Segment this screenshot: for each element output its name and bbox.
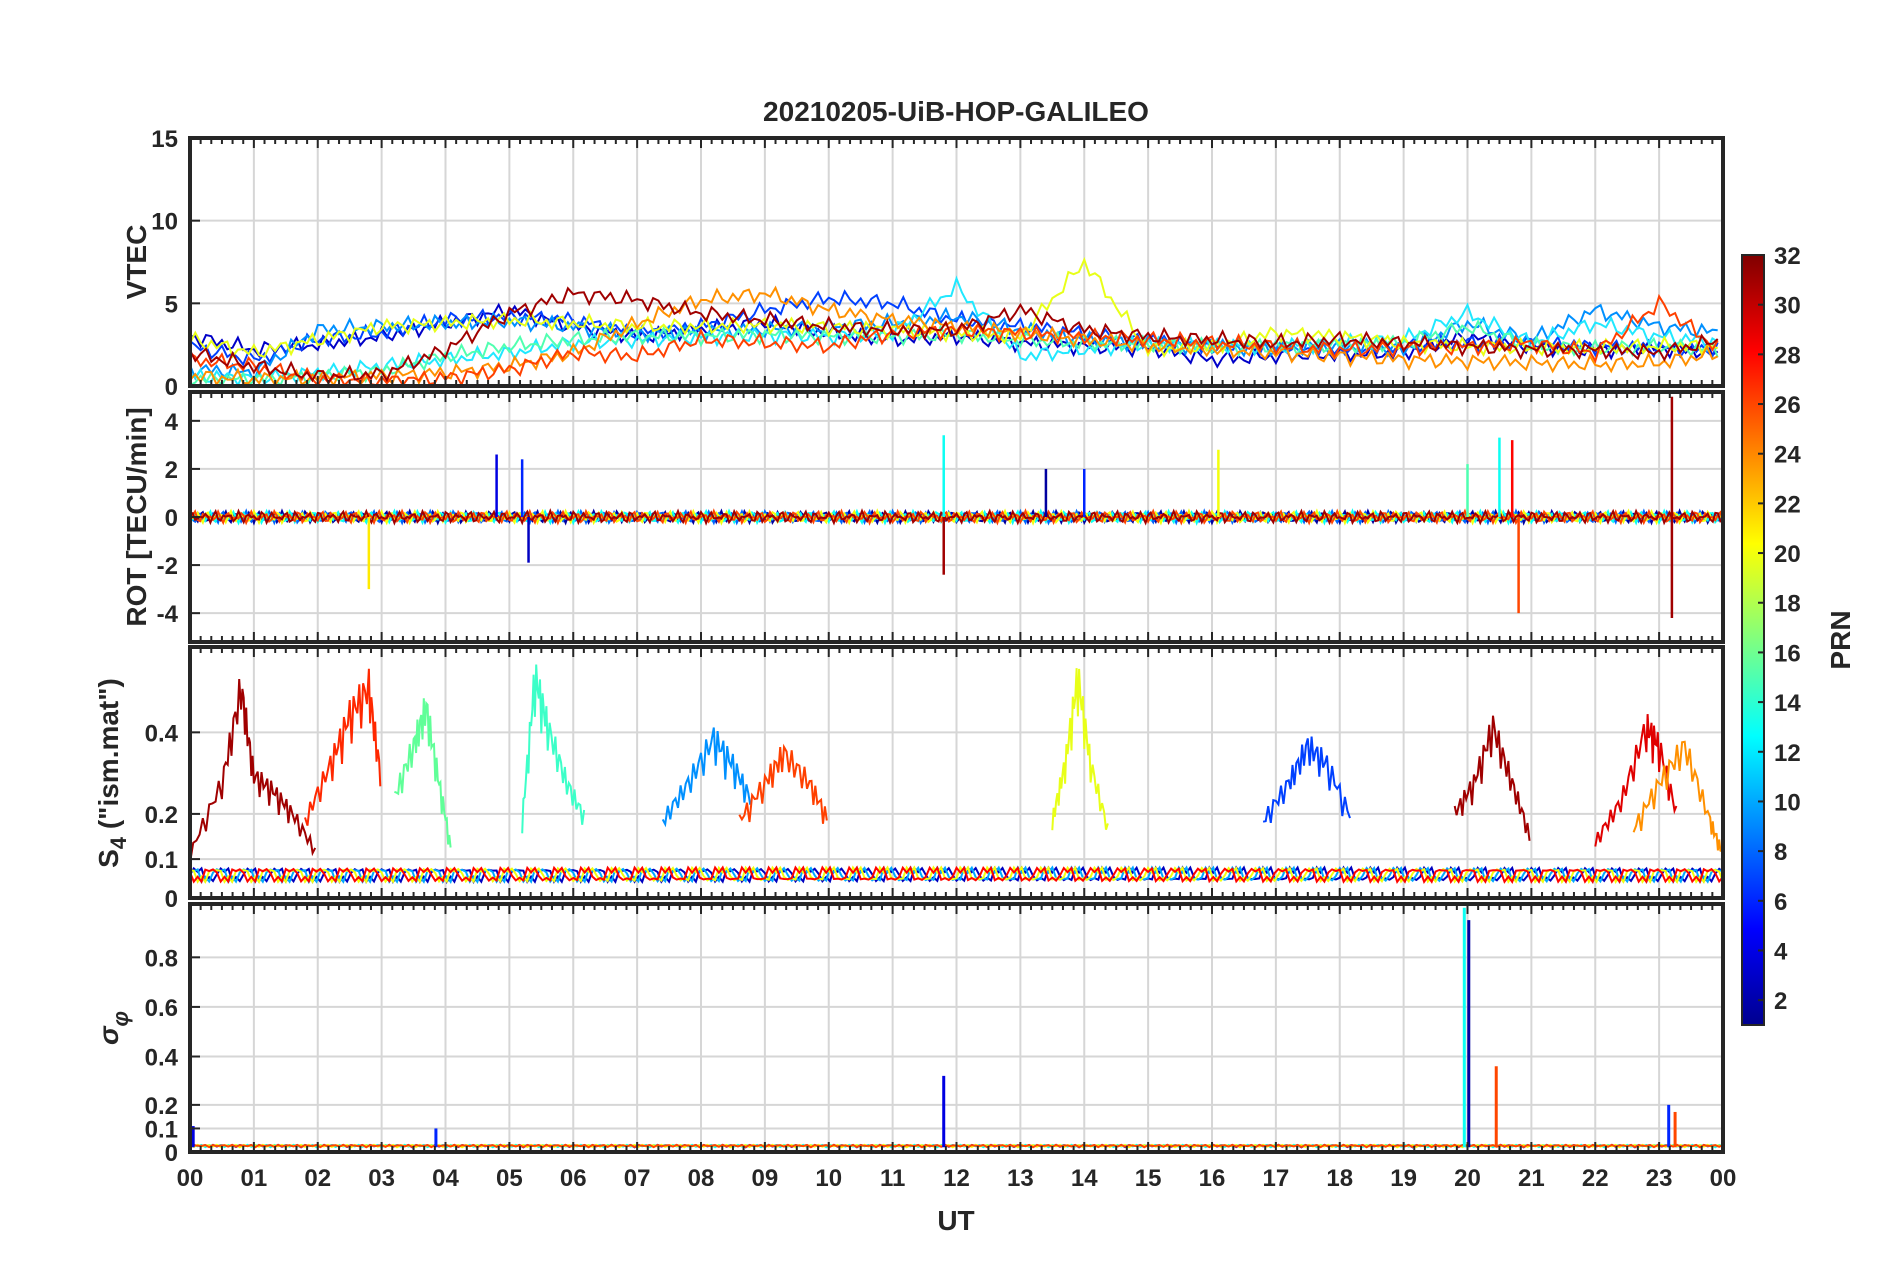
rot-ytick-label: 2 (165, 457, 178, 484)
colorbar-tick-label: 22 (1774, 491, 1801, 518)
x-tick-label: 02 (304, 1165, 331, 1192)
s4-series-line-prn-31 (189, 678, 317, 864)
sigma-phi-ylabel: σφ (93, 1011, 133, 1045)
s4-series-line-prn-17 (394, 698, 452, 848)
x-tick-label: 13 (1007, 1165, 1034, 1192)
colorbar-label: PRN (1825, 610, 1856, 669)
sigma-phi-ytick-label: 0.2 (145, 1093, 178, 1120)
x-tick-label: 09 (752, 1165, 779, 1192)
s4-series-line-prn-28 (189, 865, 1724, 884)
colorbar-tick-label: 14 (1774, 690, 1801, 717)
x-tick-label: 16 (1199, 1165, 1226, 1192)
colorbar-tick-label: 8 (1774, 839, 1787, 866)
vtec-panel: 0 5 10 15 VTEC (121, 126, 1725, 401)
sigma-phi-ytick-label: 0 (165, 1140, 178, 1167)
colorbar-tick-label: 4 (1774, 938, 1788, 965)
s4-series-line-prn-31 (1453, 715, 1531, 841)
s4-series-line-prn-20 (1051, 668, 1109, 831)
x-tick-label: 00 (177, 1165, 204, 1192)
colorbar-tick-label: 18 (1774, 591, 1801, 618)
colorbar-tick-label: 12 (1774, 740, 1801, 767)
colorbar-tick-label: 20 (1774, 541, 1801, 568)
x-tick-label: 07 (624, 1165, 651, 1192)
x-tick-label: 18 (1326, 1165, 1353, 1192)
x-tick-label: 03 (368, 1165, 395, 1192)
colorbar-tick-label: 6 (1774, 889, 1787, 916)
colorbar-tick-label: 26 (1774, 392, 1801, 419)
colorbar-tick-label: 16 (1774, 640, 1801, 667)
rot-ylabel: ROT [TECU/min] (121, 407, 152, 626)
colorbar-tick-label: 24 (1774, 442, 1801, 469)
x-tick-label: 21 (1518, 1165, 1545, 1192)
x-tick-label: 22 (1582, 1165, 1609, 1192)
rot-ytick-label: 4 (165, 409, 179, 436)
x-tick-label: 06 (560, 1165, 587, 1192)
x-tick-label: 14 (1071, 1165, 1098, 1192)
sigma-phi-ytick-label: 0.8 (145, 945, 178, 972)
vtec-ytick-label: 5 (165, 291, 178, 318)
s4-panel: 0 0.1 0.2 0.4 S4 ("ism.mat") (93, 645, 1725, 913)
x-axis-label: UT (937, 1205, 974, 1236)
s4-series-line-prn-24 (1632, 740, 1723, 853)
x-tick-label: 04 (432, 1165, 459, 1192)
vtec-ytick-label: 10 (151, 209, 178, 236)
x-tick-label: 20 (1454, 1165, 1481, 1192)
s4-series-line-prn-26 (738, 743, 828, 824)
vtec-series-line-prn-8 (189, 303, 1718, 385)
x-tick-label: 05 (496, 1165, 523, 1192)
sigma-phi-panel: 00.10.2 0.4 0.6 0.8 σφ (93, 902, 1725, 1167)
s4-ytick-label: 0.1 (145, 847, 178, 874)
rot-series-line-prn-31 (189, 508, 1724, 526)
x-tick-label: 12 (943, 1165, 970, 1192)
vtec-series-line-prn-31 (189, 286, 1719, 386)
chart-title: 20210205-UiB-HOP-GALILEO (763, 96, 1149, 127)
rot-ytick-label: -2 (157, 553, 178, 580)
x-tick-label: 00 (1710, 1165, 1737, 1192)
vtec-ytick-label: 0 (165, 374, 178, 401)
s4-ytick-label: 0 (165, 886, 178, 913)
x-axis: 00 01 02 03 04 05 06 07 08 09 10 11 12 13 14 15 16 17 18 19… (177, 1165, 1737, 1192)
colorbar-tick-label: 32 (1774, 243, 1801, 270)
s4-ylabel: S4 ("ism.mat") (93, 678, 131, 868)
s4-series-line-prn-14 (521, 664, 586, 834)
x-tick-label: 23 (1646, 1165, 1673, 1192)
x-tick-label: 11 (880, 1165, 905, 1192)
colorbar-tick-label: 10 (1774, 789, 1801, 816)
rot-ytick-label: -4 (157, 601, 179, 628)
s4-series-line-prn-5 (1262, 736, 1351, 824)
vtec-series-line-prn-26 (189, 293, 1719, 387)
sigma-phi-ytick-label: 0.6 (145, 995, 178, 1022)
rot-panel: -4 -2 0 2 4 ROT [TECU/min] (121, 390, 1725, 644)
colorbar-gradient (1741, 254, 1765, 1026)
colorbar-tick-label: 30 (1774, 293, 1801, 320)
x-tick-label: 10 (815, 1165, 842, 1192)
s4-series-line-prn-27 (304, 668, 382, 826)
s4-ytick-label: 0.2 (145, 802, 178, 829)
vtec-ylabel: VTEC (121, 225, 152, 300)
s4-series-line-prn-8 (661, 727, 752, 828)
x-tick-label: 19 (1390, 1165, 1417, 1192)
sigma-phi-ytick-label: 0.4 (145, 1045, 179, 1072)
sigma-phi-ytick-label: 0.1 (145, 1116, 178, 1143)
rot-ytick-label: 0 (165, 505, 178, 532)
s4-ytick-label: 0.4 (145, 720, 179, 747)
x-tick-label: 08 (688, 1165, 715, 1192)
x-tick-label: 01 (241, 1165, 268, 1192)
x-tick-label: 15 (1135, 1165, 1162, 1192)
colorbar-tick-label: 2 (1774, 988, 1787, 1015)
vtec-ytick-label: 15 (151, 126, 178, 153)
x-tick-label: 17 (1263, 1165, 1290, 1192)
s4-series-line-prn-20 (189, 865, 1724, 884)
colorbar-tick-label: 28 (1774, 342, 1801, 369)
